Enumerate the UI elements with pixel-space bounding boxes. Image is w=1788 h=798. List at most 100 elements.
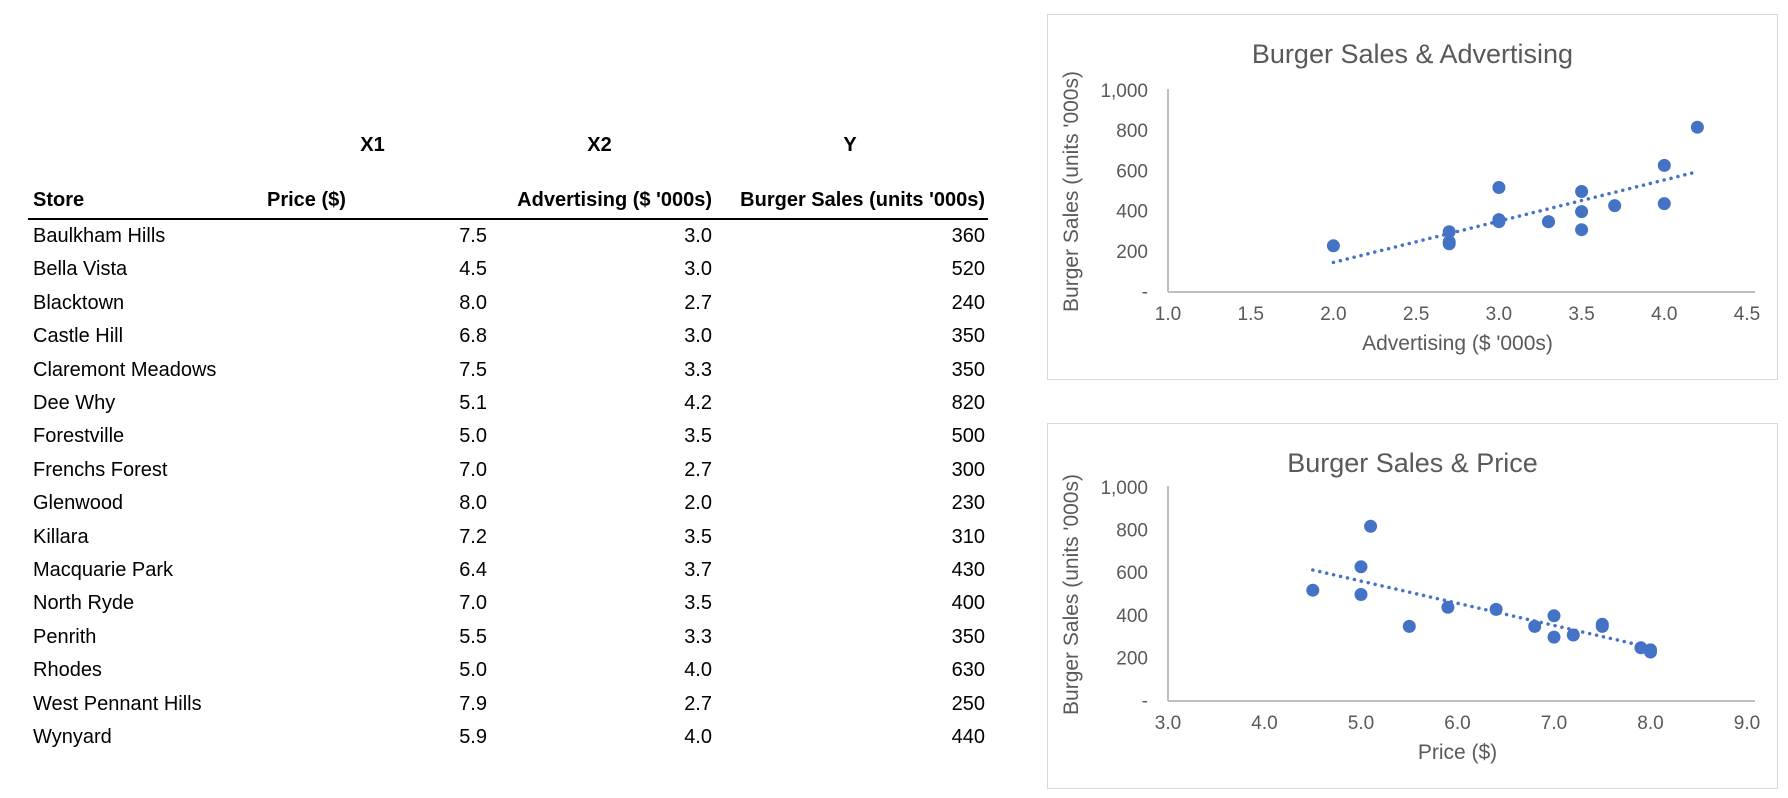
- cell-advertising[interactable]: 2.7: [684, 692, 712, 715]
- cell-advertising[interactable]: 3.5: [684, 525, 712, 548]
- cell-burger-sales[interactable]: 520: [951, 258, 985, 281]
- cell-store[interactable]: Rhodes: [33, 659, 102, 682]
- cell-price[interactable]: 7.0: [459, 592, 487, 615]
- cell-price[interactable]: 7.0: [459, 458, 487, 481]
- y-tick-label: 400: [1116, 606, 1148, 627]
- x-tick-label: 4.0: [1251, 713, 1277, 734]
- cell-price[interactable]: 5.0: [459, 425, 487, 448]
- cell-advertising[interactable]: 2.0: [684, 492, 712, 515]
- cell-price[interactable]: 4.5: [459, 258, 487, 281]
- cell-store[interactable]: Wynyard: [33, 726, 112, 749]
- cell-burger-sales[interactable]: 820: [951, 392, 985, 415]
- scatter-point: [1575, 223, 1589, 237]
- cell-burger-sales[interactable]: 250: [951, 692, 985, 715]
- cell-advertising[interactable]: 3.5: [684, 592, 712, 615]
- column-header-store: Store: [28, 162, 258, 220]
- cell-burger-sales[interactable]: 630: [951, 659, 985, 682]
- scatter-point: [1575, 205, 1589, 219]
- y-tick-label: 800: [1116, 521, 1148, 542]
- cell-advertising[interactable]: 3.3: [684, 358, 712, 381]
- cell-price[interactable]: 6.8: [459, 325, 487, 348]
- scatter-point: [1354, 588, 1368, 601]
- cell-price[interactable]: 7.9: [459, 692, 487, 715]
- cell-burger-sales[interactable]: 500: [951, 425, 985, 448]
- cell-advertising[interactable]: 3.0: [684, 225, 712, 247]
- cell-price[interactable]: 8.0: [459, 492, 487, 515]
- cell-advertising[interactable]: 3.3: [684, 625, 712, 648]
- cell-price[interactable]: 7.2: [459, 525, 487, 548]
- table-row: Glenwood 8.0 2.0 230: [28, 487, 988, 520]
- x-axis-title: Advertising ($ '000s): [1362, 332, 1553, 355]
- cell-price[interactable]: 8.0: [459, 291, 487, 314]
- cell-burger-sales[interactable]: 360: [951, 225, 985, 247]
- table-row: Killara 7.2 3.5 310: [28, 521, 988, 554]
- cell-advertising[interactable]: 4.0: [684, 659, 712, 682]
- variable-label-x2: X2: [587, 133, 612, 156]
- cell-store[interactable]: West Pennant Hills: [33, 692, 202, 715]
- y-axis-title: Burger Sales (units '000s): [1060, 474, 1083, 715]
- cell-store[interactable]: Claremont Meadows: [33, 358, 217, 381]
- cell-store[interactable]: Glenwood: [33, 492, 124, 515]
- cell-burger-sales[interactable]: 350: [951, 358, 985, 381]
- cell-advertising[interactable]: 4.0: [684, 726, 712, 749]
- cell-advertising[interactable]: 2.7: [684, 291, 712, 314]
- scatter-point: [1441, 600, 1455, 614]
- column-header-price: Price ($): [258, 162, 487, 220]
- cell-price[interactable]: 5.1: [459, 392, 487, 415]
- cell-store[interactable]: North Ryde: [33, 592, 135, 615]
- x-tick-label: 6.0: [1444, 713, 1470, 734]
- cell-burger-sales[interactable]: 400: [951, 592, 985, 615]
- x-tick-label: 5.0: [1348, 713, 1374, 734]
- cell-store[interactable]: Bella Vista: [33, 258, 128, 281]
- cell-burger-sales[interactable]: 300: [951, 458, 985, 481]
- cell-burger-sales[interactable]: 310: [951, 525, 985, 548]
- variable-label-row: X1 X2 Y: [28, 128, 988, 162]
- x-tick-label: 2.0: [1320, 304, 1346, 325]
- cell-price[interactable]: 7.5: [459, 358, 487, 381]
- cell-store[interactable]: Penrith: [33, 625, 97, 648]
- scatter-point: [1442, 235, 1456, 249]
- cell-store[interactable]: Dee Why: [33, 392, 116, 415]
- empty-cell: [28, 128, 258, 162]
- cell-advertising[interactable]: 3.7: [684, 559, 712, 582]
- cell-burger-sales[interactable]: 230: [951, 492, 985, 515]
- cell-store[interactable]: Blacktown: [33, 291, 125, 314]
- chart-burger-sales-price[interactable]: Burger Sales & Price Burger Sales (units …: [1047, 423, 1778, 789]
- cell-store[interactable]: Frenchs Forest: [33, 458, 168, 481]
- cell-store[interactable]: Baulkham Hills: [33, 225, 166, 247]
- chart-title: Burger Sales & Advertising: [1252, 39, 1573, 69]
- cell-advertising[interactable]: 3.0: [684, 325, 712, 348]
- cell-burger-sales[interactable]: 350: [951, 325, 985, 348]
- cell-store[interactable]: Castle Hill: [33, 325, 124, 348]
- cell-burger-sales[interactable]: 430: [951, 559, 985, 582]
- table-row: Penrith 5.5 3.3 350: [28, 621, 988, 654]
- cell-price[interactable]: 5.9: [459, 726, 487, 749]
- cell-advertising[interactable]: 3.0: [684, 258, 712, 281]
- cell-store[interactable]: Forestville: [33, 425, 125, 448]
- cell-burger-sales[interactable]: 350: [951, 625, 985, 648]
- scatter-point: [1595, 619, 1609, 633]
- trendline: [1331, 169, 1700, 265]
- cell-price[interactable]: 6.4: [459, 559, 487, 582]
- cell-burger-sales[interactable]: 440: [951, 726, 985, 749]
- cell-price[interactable]: 5.0: [459, 659, 487, 682]
- y-tick-label: 600: [1116, 563, 1148, 584]
- cell-burger-sales[interactable]: 240: [951, 291, 985, 314]
- cell-advertising[interactable]: 2.7: [684, 458, 712, 481]
- scatter-point: [1528, 619, 1542, 633]
- cell-store[interactable]: Killara: [33, 525, 89, 548]
- cell-advertising[interactable]: 4.2: [684, 392, 712, 415]
- chart-burger-sales-advertising[interactable]: Burger Sales & Advertising Burger Sales (…: [1047, 14, 1778, 380]
- table-row: Forestville 5.0 3.5 500: [28, 420, 988, 453]
- cell-price[interactable]: 5.5: [459, 625, 487, 648]
- y-tick-label: -: [1142, 282, 1148, 303]
- cell-advertising[interactable]: 3.5: [684, 425, 712, 448]
- scatter-point: [1657, 158, 1671, 172]
- cell-price[interactable]: 7.5: [459, 225, 487, 247]
- y-axis-title: Burger Sales (units '000s): [1060, 71, 1083, 312]
- cell-store[interactable]: Macquarie Park: [33, 559, 174, 582]
- x-tick-label: 3.0: [1486, 304, 1512, 325]
- table-row: Baulkham Hills 7.5 3.0 360: [28, 219, 988, 253]
- table-row: West Pennant Hills 7.9 2.7 250: [28, 688, 988, 721]
